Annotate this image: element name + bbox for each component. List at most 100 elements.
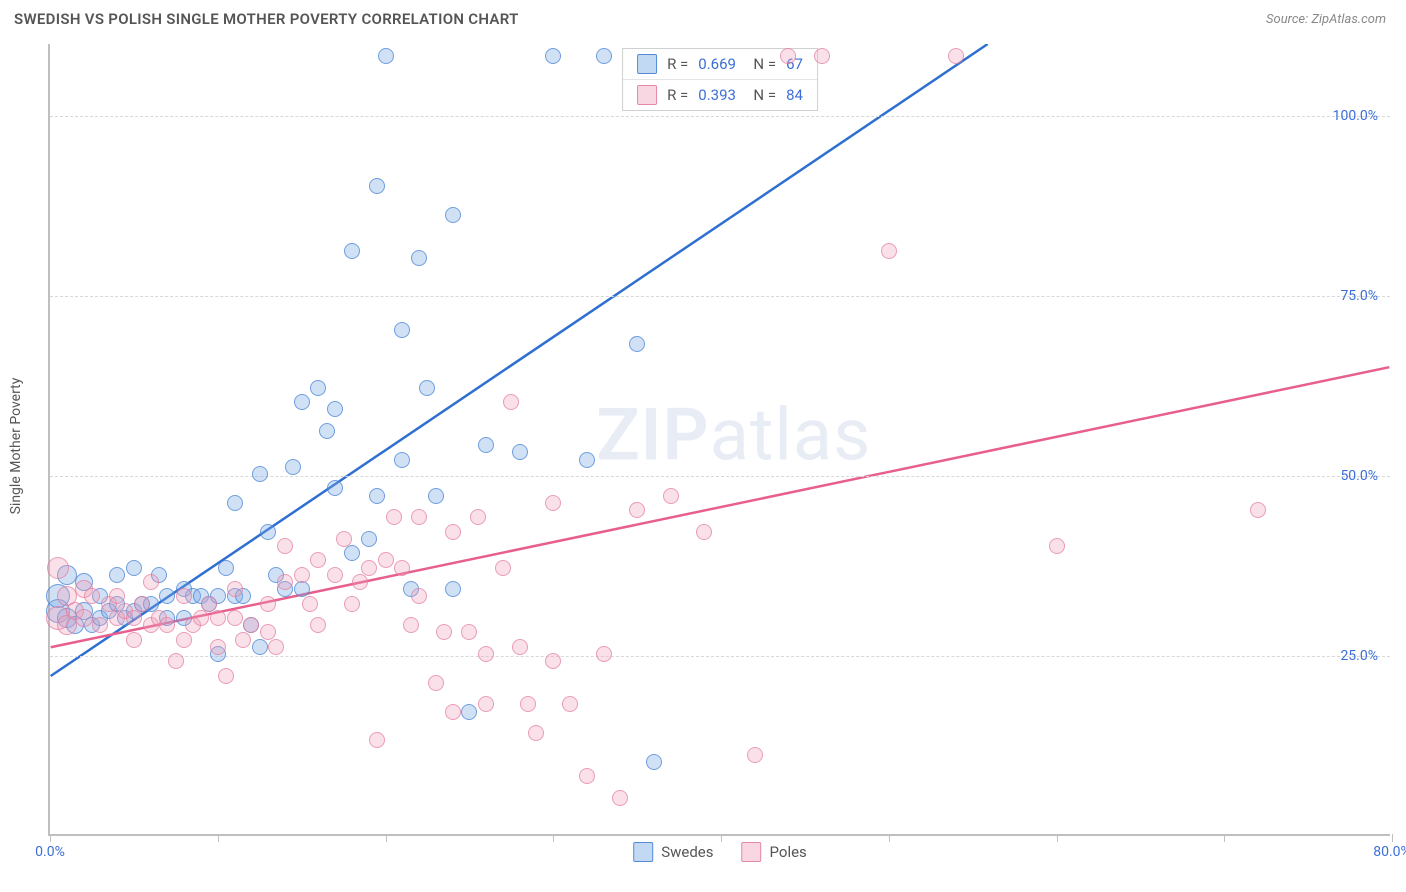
x-tick bbox=[721, 834, 722, 842]
data-point bbox=[201, 596, 217, 612]
data-point bbox=[369, 488, 385, 504]
data-point bbox=[445, 704, 461, 720]
trend-line bbox=[51, 367, 1390, 647]
legend-swatch bbox=[633, 842, 653, 862]
data-point bbox=[461, 624, 477, 640]
data-point bbox=[361, 560, 377, 576]
data-point bbox=[310, 617, 326, 633]
legend-n-value: 84 bbox=[786, 86, 803, 104]
legend-n-label: N = bbox=[746, 55, 776, 73]
data-point bbox=[579, 452, 595, 468]
data-point bbox=[235, 632, 251, 648]
trend-line bbox=[51, 44, 988, 676]
data-point bbox=[277, 574, 293, 590]
x-tick bbox=[889, 834, 890, 842]
data-point bbox=[227, 495, 243, 511]
data-point bbox=[528, 725, 544, 741]
data-point bbox=[780, 48, 796, 64]
scatter-plot: ZIPatlas R = 0.669 N = 67R = 0.393 N = 8… bbox=[48, 44, 1390, 836]
x-tick bbox=[1224, 834, 1225, 842]
data-point bbox=[411, 588, 427, 604]
data-point bbox=[159, 617, 175, 633]
x-tick bbox=[553, 834, 554, 842]
data-point bbox=[478, 646, 494, 662]
data-point bbox=[344, 596, 360, 612]
data-point bbox=[344, 243, 360, 259]
data-point bbox=[596, 646, 612, 662]
data-point bbox=[948, 48, 964, 64]
data-point bbox=[747, 747, 763, 763]
data-point bbox=[252, 466, 268, 482]
data-point bbox=[285, 459, 301, 475]
y-tick-label: 75.0% bbox=[1340, 288, 1378, 304]
data-point bbox=[126, 632, 142, 648]
data-point bbox=[126, 610, 142, 626]
data-point bbox=[92, 617, 108, 633]
data-point bbox=[419, 380, 435, 396]
gridline bbox=[50, 656, 1390, 657]
data-point bbox=[545, 653, 561, 669]
legend-label: Swedes bbox=[661, 843, 713, 861]
data-point bbox=[218, 560, 234, 576]
x-tick bbox=[1057, 834, 1058, 842]
data-point bbox=[268, 639, 284, 655]
data-point bbox=[512, 639, 528, 655]
data-point bbox=[210, 610, 226, 626]
data-point bbox=[545, 495, 561, 511]
data-point bbox=[696, 524, 712, 540]
data-point bbox=[394, 452, 410, 468]
data-point bbox=[176, 588, 192, 604]
data-point bbox=[394, 322, 410, 338]
x-tick-label: 80.0% bbox=[1373, 844, 1406, 860]
data-point bbox=[478, 437, 494, 453]
legend-swatch bbox=[637, 54, 657, 74]
data-point bbox=[126, 560, 142, 576]
data-point bbox=[109, 588, 125, 604]
data-point bbox=[294, 581, 310, 597]
data-point bbox=[881, 243, 897, 259]
data-point bbox=[411, 250, 427, 266]
y-axis-label: Single Mother Poverty bbox=[8, 378, 24, 515]
header: SWEDISH VS POLISH SINGLE MOTHER POVERTY … bbox=[0, 0, 1406, 36]
data-point bbox=[436, 624, 452, 640]
data-point bbox=[210, 639, 226, 655]
data-point bbox=[520, 696, 536, 712]
data-point bbox=[294, 394, 310, 410]
legend-swatch bbox=[742, 842, 762, 862]
data-point bbox=[579, 768, 595, 784]
x-tick-label: 0.0% bbox=[35, 844, 65, 860]
data-point bbox=[369, 178, 385, 194]
data-point bbox=[243, 617, 259, 633]
data-point bbox=[134, 596, 150, 612]
data-point bbox=[428, 675, 444, 691]
watermark: ZIPatlas bbox=[596, 392, 871, 477]
data-point bbox=[218, 668, 234, 684]
data-point bbox=[411, 509, 427, 525]
legend-r-value: 0.393 bbox=[698, 86, 736, 104]
legend-item: Swedes bbox=[633, 842, 713, 862]
data-point bbox=[445, 581, 461, 597]
data-point bbox=[327, 401, 343, 417]
data-point bbox=[310, 380, 326, 396]
y-tick-label: 50.0% bbox=[1340, 468, 1378, 484]
data-point bbox=[403, 617, 419, 633]
data-point bbox=[428, 488, 444, 504]
legend-r-label: R = bbox=[667, 86, 688, 104]
data-point bbox=[327, 567, 343, 583]
data-point bbox=[814, 48, 830, 64]
data-point bbox=[310, 552, 326, 568]
data-point bbox=[629, 336, 645, 352]
legend-r-label: R = bbox=[667, 55, 688, 73]
x-tick bbox=[50, 834, 51, 842]
data-point bbox=[302, 596, 318, 612]
data-point bbox=[227, 581, 243, 597]
data-point bbox=[394, 560, 410, 576]
data-point bbox=[646, 754, 662, 770]
data-point bbox=[478, 696, 494, 712]
data-point bbox=[336, 531, 352, 547]
source-attribution: Source: ZipAtlas.com bbox=[1266, 12, 1386, 27]
data-point bbox=[386, 509, 402, 525]
chart-title: SWEDISH VS POLISH SINGLE MOTHER POVERTY … bbox=[14, 10, 519, 28]
data-point bbox=[361, 531, 377, 547]
data-point bbox=[277, 538, 293, 554]
